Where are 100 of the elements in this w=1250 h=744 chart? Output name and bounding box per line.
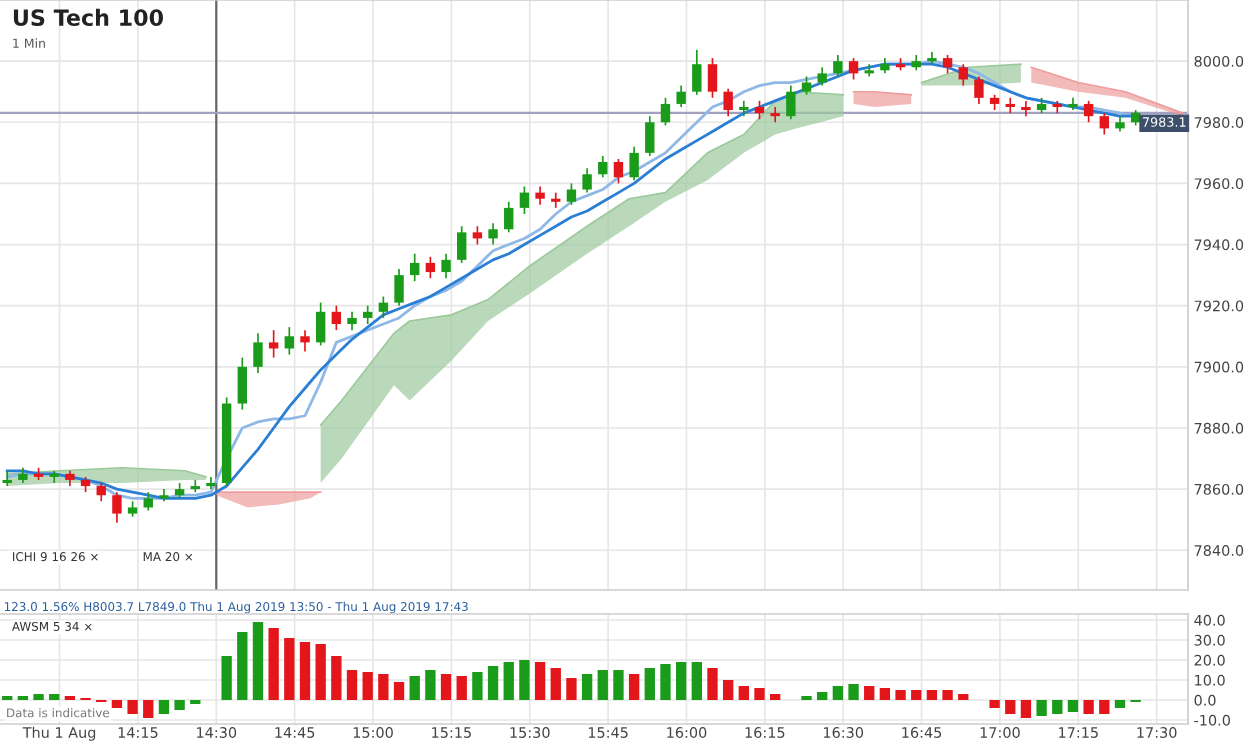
candlestick [1099,112,1110,136]
candlestick [754,100,765,121]
candlestick [284,326,295,356]
bar [926,690,938,700]
bar [613,670,624,700]
candlestick [801,75,812,96]
bar [597,670,608,700]
bar [738,686,749,700]
candlestick [1068,96,1078,111]
candlestick [504,200,514,234]
candlestick [1021,100,1031,118]
candlestick [2,469,12,487]
bar [832,686,844,700]
candlestick [927,51,937,66]
candlestick [410,252,420,283]
bar [644,668,655,700]
bar [111,700,123,708]
bar [879,688,891,700]
candlestick [707,57,718,99]
bar [722,680,734,700]
candlestick [598,155,608,179]
bar [331,656,342,700]
candlestick [629,145,639,182]
candlestick [315,301,326,347]
bar [1005,700,1016,714]
candlestick [347,310,357,331]
candlestick [535,185,545,206]
candlestick [582,167,592,194]
bar [472,672,483,700]
candlestick [958,63,968,87]
candlestick [362,304,373,325]
bar [299,642,311,700]
bar [1114,700,1126,708]
candlestick [488,222,498,246]
bar [378,674,389,700]
bar [1067,700,1079,712]
candlestick [817,66,827,87]
candlestick [770,106,780,124]
bar [989,700,1000,708]
bar [409,676,420,700]
bar [33,694,44,700]
candlestick [300,329,310,353]
bar [1099,700,1110,714]
bar [268,628,279,700]
bar [958,694,969,700]
candlestick [786,84,796,121]
candlestick [551,191,561,209]
bar [754,688,765,700]
bar [127,700,138,714]
candlestick [660,96,671,127]
bar [252,622,264,700]
candlestick [237,356,247,411]
candlestick [268,329,279,359]
bar [487,666,499,700]
candlestick [378,295,389,319]
bar [660,664,671,700]
candlestick [676,84,686,108]
chart-title: US Tech 100 [13,8,164,27]
candlestick [519,185,530,215]
candlestick [96,482,106,503]
bar [770,694,781,700]
candlestick [159,488,169,503]
bar [1052,700,1063,714]
bar [707,668,718,700]
bar [817,692,828,700]
bar [425,670,436,700]
bar [566,678,577,700]
bar [519,660,530,700]
candlestick [692,48,702,96]
candlestick [143,491,153,512]
bar [143,700,154,718]
bar [581,674,593,700]
bar [362,672,373,700]
candlestick [441,252,451,280]
bar [221,656,232,700]
candlestick [848,57,859,81]
candlestick [613,158,624,185]
candlestick [331,304,342,331]
bar [895,690,906,700]
candlestick [457,225,467,264]
bar [628,674,640,700]
candlestick [566,182,577,206]
bar [158,700,170,714]
candlestick [723,87,733,118]
candlestick [394,268,404,307]
bar [942,690,953,700]
bar [550,668,561,700]
candlestick [645,115,655,157]
bar [456,676,467,700]
candlestick [974,75,984,105]
bar [1020,700,1032,718]
bar [315,644,326,700]
bar [911,690,922,700]
candlestick [49,469,59,484]
bar [848,684,859,700]
bar [237,632,248,700]
bar [675,662,687,700]
candlestick [1005,96,1015,114]
bar [393,682,405,700]
candlestick [425,255,436,280]
